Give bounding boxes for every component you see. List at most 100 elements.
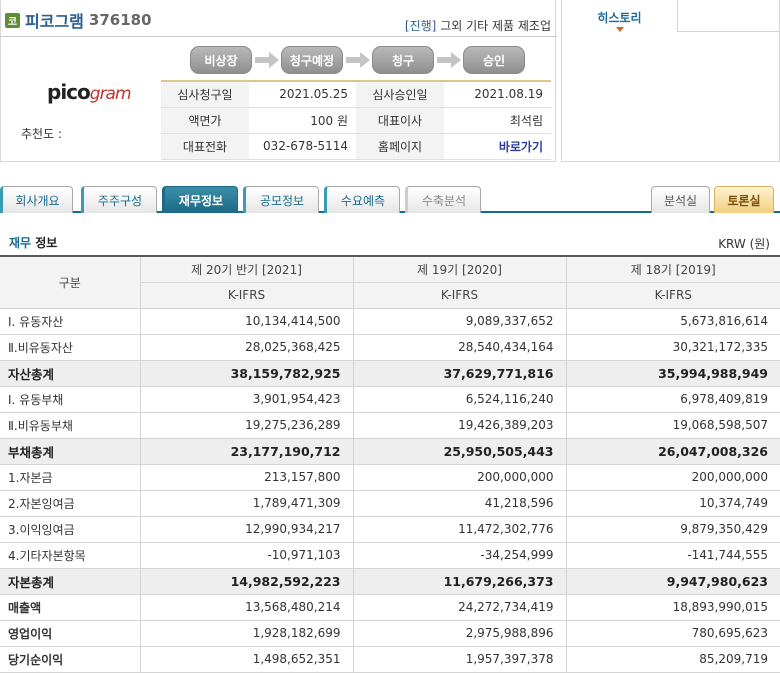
tab-shareholders[interactable]: 주주구성	[81, 186, 157, 213]
row-label: 1.자본금	[0, 463, 141, 491]
step-approved: 승인	[463, 46, 525, 74]
tab-discussion-room[interactable]: 토론실	[714, 186, 774, 213]
row-value: 11,679,266,373	[352, 567, 567, 595]
row-value: 10,374,749	[565, 489, 780, 517]
tab-demand-forecast[interactable]: 수요예측	[324, 186, 400, 213]
industry-info: [진행] 그외 기타 제품 제조업	[405, 17, 551, 34]
industry-name: 그외 기타 제품 제조업	[440, 19, 551, 33]
row-value: 780,695,623	[565, 619, 780, 647]
row-value: 2,975,988,896	[352, 619, 567, 647]
row-value: 213,157,800	[139, 463, 354, 491]
row-value: 6,524,116,240	[352, 385, 567, 413]
row-value: 28,025,368,425	[139, 333, 354, 361]
row-value: 28,540,434,164	[352, 333, 567, 361]
info-row: 대표전화 032-678-5114 홈페이지 바로가기	[161, 133, 551, 160]
table-row: 1.자본금 213,157,800 200,000,000 200,000,000	[0, 463, 780, 491]
info-value: 2021.05.25	[249, 81, 356, 108]
recommend-label: 추천도 :	[21, 127, 62, 141]
row-value: 200,000,000	[352, 463, 567, 491]
row-value: 24,272,734,419	[352, 593, 567, 621]
row-value: 9,879,350,429	[565, 515, 780, 543]
arrow-right-icon	[434, 46, 463, 74]
tab-company-overview[interactable]: 회사개요	[0, 186, 73, 213]
info-label: 액면가	[161, 107, 249, 134]
history-tab-label: 히스토리	[597, 11, 642, 25]
title-divider	[1, 36, 557, 37]
company-name: 피코그램	[25, 12, 84, 31]
table-row: 2.자본잉여금 1,789,471,309 41,218,596 10,374,749	[0, 489, 780, 517]
row-label: Ⅰ. 유동자산	[0, 307, 141, 335]
header-period: 제 18기 [2019]	[565, 255, 780, 283]
company-logo: picogram	[47, 80, 132, 104]
row-label: 부채총계	[0, 437, 141, 465]
listing-progress-steps: 비상장 청구예정 청구 승인	[190, 46, 525, 74]
table-row: 당기순이익 1,498,652,351 1,957,397,378 85,209,71…	[0, 645, 780, 673]
table-row: 4.기타자본항목 -10,971,103 -34,254,999 -141,744,5…	[0, 541, 780, 569]
row-label: 3.이익잉여금	[0, 515, 141, 543]
header-standard: K-IFRS	[565, 281, 780, 309]
tab-financial-info[interactable]: 재무정보	[162, 186, 238, 213]
history-panel: 히스토리	[561, 0, 780, 162]
row-value: 12,990,934,217	[139, 515, 354, 543]
table-row: Ⅱ.비유동자산 28,025,368,425 28,540,434,164 30,32…	[0, 333, 780, 361]
row-value: 26,047,008,326	[565, 437, 780, 465]
row-value: 38,159,782,925	[139, 359, 354, 387]
tab-divider	[678, 31, 780, 32]
row-value: 19,275,236,289	[139, 411, 354, 439]
row-value: 10,134,414,500	[139, 307, 354, 335]
info-row: 심사청구일 2021.05.25 심사승인일 2021.08.19	[161, 81, 551, 108]
currency-unit: KRW (원)	[718, 237, 770, 251]
row-label: 자본총계	[0, 567, 141, 595]
row-label: 자산총계	[0, 359, 141, 387]
row-label: 당기순이익	[0, 645, 141, 673]
table-row: 자본총계 14,982,592,223 11,679,266,373 9,947,98…	[0, 567, 780, 595]
row-value: -141,744,555	[565, 541, 780, 569]
row-value: 35,994,988,949	[565, 359, 780, 387]
company-info-panel: 코 피코그램 376180 [진행] 그외 기타 제품 제조업 picogram…	[0, 0, 557, 162]
section-tabbar: 회사개요 주주구성 재무정보 공모정보 수요예측 수축분석 분석실 토론실	[0, 186, 780, 213]
row-value: 9,089,337,652	[352, 307, 567, 335]
row-value: -34,254,999	[352, 541, 567, 569]
section-title: 재무 정보	[9, 236, 58, 250]
row-label: 매출액	[0, 593, 141, 621]
info-label: 홈페이지	[356, 133, 444, 160]
tab-offering-info[interactable]: 공모정보	[243, 186, 319, 213]
homepage-link[interactable]: 바로가기	[498, 139, 543, 154]
row-value: 41,218,596	[352, 489, 567, 517]
row-value: 1,928,182,699	[139, 619, 354, 647]
info-value: 2021.08.19	[444, 81, 551, 108]
row-value: 1,498,652,351	[139, 645, 354, 673]
row-value: 9,947,980,623	[565, 567, 780, 595]
row-label: 영업이익	[0, 619, 141, 647]
tab-analysis-room[interactable]: 분석실	[651, 186, 710, 213]
row-label: 4.기타자본항목	[0, 541, 141, 569]
row-value: -10,971,103	[139, 541, 354, 569]
header-row-standards: K-IFRS K-IFRS K-IFRS	[0, 281, 780, 309]
header-period: 제 19기 [2020]	[352, 255, 567, 283]
info-label: 대표이사	[356, 107, 444, 134]
row-value: 37,629,771,816	[352, 359, 567, 387]
row-value: 25,950,505,443	[352, 437, 567, 465]
table-row: 자산총계 38,159,782,925 37,629,771,816 35,994,9…	[0, 359, 780, 387]
row-value: 18,893,990,015	[565, 593, 780, 621]
row-value: 200,000,000	[565, 463, 780, 491]
table-row: 부채총계 23,177,190,712 25,950,505,443 26,047,0…	[0, 437, 780, 465]
row-value: 5,673,816,614	[565, 307, 780, 335]
row-value: 23,177,190,712	[139, 437, 354, 465]
info-label: 대표전화	[161, 133, 249, 160]
info-label: 심사청구일	[161, 81, 249, 108]
tab-return-analysis[interactable]: 수축분석	[405, 186, 481, 213]
header-category: 구분	[0, 255, 141, 309]
table-row: 3.이익잉여금 12,990,934,217 11,472,302,776 9,879…	[0, 515, 780, 543]
table-row: 영업이익 1,928,182,699 2,975,988,896 780,695,62…	[0, 619, 780, 647]
row-value: 3,901,954,423	[139, 385, 354, 413]
header-period: 제 20기 반기 [2021]	[139, 255, 354, 283]
tab-history[interactable]: 히스토리	[562, 0, 678, 32]
financial-table-body: Ⅰ. 유동자산 10,134,414,500 9,089,337,652 5,673,…	[0, 307, 780, 673]
financial-table: 구분 제 20기 반기 [2021] 제 19기 [2020] 제 18기 [2…	[0, 255, 780, 673]
triangle-down-icon	[615, 27, 624, 32]
row-label: Ⅱ.비유동부채	[0, 411, 141, 439]
table-row: 매출액 13,568,480,214 24,272,734,419 18,893,99…	[0, 593, 780, 621]
row-value: 85,209,719	[565, 645, 780, 673]
row-label: 2.자본잉여금	[0, 489, 141, 517]
